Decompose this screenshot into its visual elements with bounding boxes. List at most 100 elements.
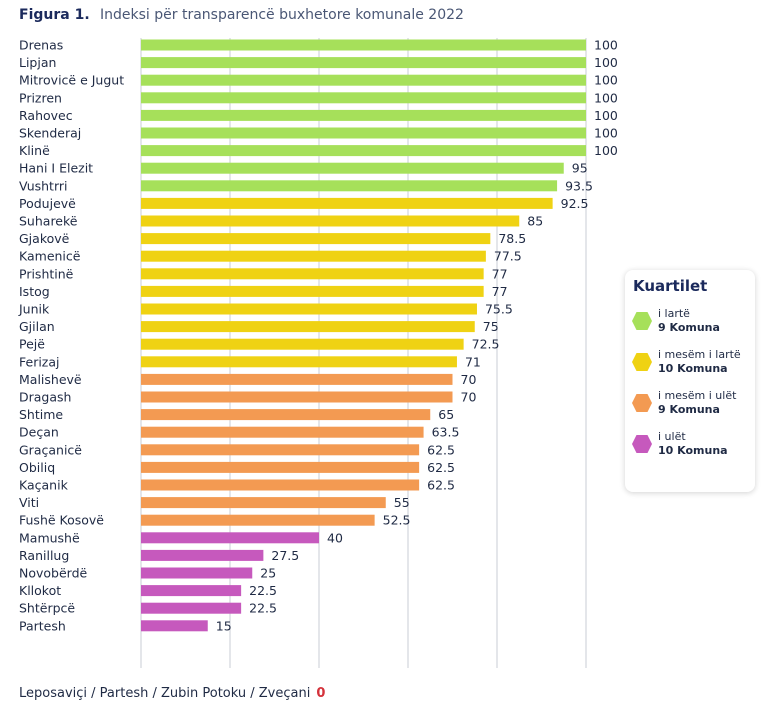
category-label: Kllokot [19, 583, 61, 598]
category-label: Obiliq [19, 460, 55, 475]
category-label: Skenderaj [19, 126, 81, 141]
value-label: 100 [594, 126, 618, 141]
value-label: 77 [492, 266, 508, 281]
bar [141, 532, 319, 544]
value-label: 77 [492, 284, 508, 299]
value-label: 78.5 [498, 231, 526, 246]
value-label: 62.5 [427, 460, 455, 475]
legend-label: i ulët [658, 430, 686, 443]
legend-item-upper-middle: i mesëm i lartë 10 Komuna [631, 348, 753, 384]
bar [141, 620, 208, 632]
bar [141, 391, 453, 403]
bar [141, 356, 457, 368]
hexagon-icon [632, 312, 652, 330]
category-label: Hani I Elezit [19, 161, 93, 176]
legend-item-high: i lartë 9 Komuna [631, 307, 753, 343]
category-label: Prizren [19, 90, 62, 105]
value-label: 77.5 [494, 249, 522, 264]
footnote-value: 0 [316, 686, 326, 701]
value-label: 75.5 [485, 302, 513, 317]
bar [141, 180, 558, 192]
bar [141, 602, 242, 614]
category-label: Shtërpcë [19, 601, 75, 616]
value-label: 100 [594, 143, 618, 158]
value-label: 22.5 [249, 601, 277, 616]
category-label: Junik [18, 302, 50, 317]
value-label: 95 [572, 161, 588, 176]
category-label: Gjilan [19, 319, 55, 334]
value-label: 100 [594, 55, 618, 70]
value-label: 100 [594, 38, 618, 53]
bar [141, 338, 464, 350]
value-label: 52.5 [383, 513, 411, 528]
legend-item-low: i ulët 10 Komuna [631, 430, 753, 466]
bar [141, 514, 375, 526]
bar [141, 233, 491, 245]
value-label: 93.5 [565, 178, 593, 193]
value-label: 62.5 [427, 478, 455, 493]
value-label: 92.5 [561, 196, 589, 211]
category-label: Fushë Kosovë [19, 513, 104, 528]
bar [141, 567, 253, 579]
value-label: 70 [461, 390, 477, 405]
category-label: Ranillug [19, 548, 69, 563]
category-label: Novobërdë [19, 566, 88, 581]
category-label: Rahovec [19, 108, 73, 123]
bar [141, 197, 553, 209]
bar [141, 497, 386, 509]
legend-count: 10 Komuna [658, 362, 728, 375]
legend-label: i mesëm i ulët [658, 389, 737, 402]
category-label: Malishevë [19, 372, 82, 387]
value-label: 71 [465, 354, 481, 369]
hexagon-icon [632, 435, 652, 453]
category-label: Dragash [19, 390, 71, 405]
legend-title: Kuartilet [633, 277, 708, 295]
bar [141, 321, 475, 333]
bar [141, 461, 420, 473]
value-label: 75 [483, 319, 499, 334]
bar [141, 444, 420, 456]
category-label: Gjakovë [19, 231, 70, 246]
legend-label: i mesëm i lartë [658, 348, 741, 361]
category-label: Vushtrri [19, 178, 68, 193]
value-label: 22.5 [249, 583, 277, 598]
category-label: Deçan [19, 425, 59, 440]
category-label: Partesh [19, 618, 66, 633]
bar [141, 426, 424, 438]
legend-label: i lartë [658, 307, 690, 320]
category-label: Viti [19, 495, 39, 510]
value-label: 85 [527, 214, 543, 229]
hexagon-icon [632, 353, 652, 371]
category-label: Drenas [19, 38, 63, 53]
value-label: 72.5 [472, 337, 500, 352]
bar [141, 145, 586, 157]
value-label: 15 [216, 618, 232, 633]
value-label: 100 [594, 90, 618, 105]
bar [141, 250, 486, 262]
value-label: 25 [260, 566, 276, 581]
bar [141, 162, 564, 174]
bar [141, 285, 484, 297]
legend-count: 10 Komuna [658, 444, 728, 457]
value-label: 55 [394, 495, 410, 510]
value-label: 100 [594, 73, 618, 88]
category-label: Klinë [19, 143, 50, 158]
category-label: Suharekë [19, 214, 78, 229]
bar [141, 127, 586, 139]
category-label: Lipjan [19, 55, 56, 70]
bar [141, 109, 586, 121]
value-label: 65 [438, 407, 454, 422]
bar-chart: Drenas 100 Lipjan 100 Mitrovicë e Jugut 100 Pr… [18, 38, 618, 668]
figure-title: Indeksi për transparencë buxhetore komun… [100, 7, 464, 23]
category-label: Mitrovicë e Jugut [19, 73, 124, 88]
legend: Kuartilet i lartë 9 Komuna i mesëm i lar… [625, 270, 755, 492]
legend-count: 9 Komuna [658, 403, 720, 416]
category-label: Ferizaj [19, 354, 60, 369]
value-label: 70 [461, 372, 477, 387]
value-label: 40 [327, 530, 343, 545]
value-label: 27.5 [271, 548, 299, 563]
bar [141, 268, 484, 280]
category-label: Podujevë [19, 196, 76, 211]
value-label: 63.5 [432, 425, 460, 440]
bar [141, 215, 520, 227]
